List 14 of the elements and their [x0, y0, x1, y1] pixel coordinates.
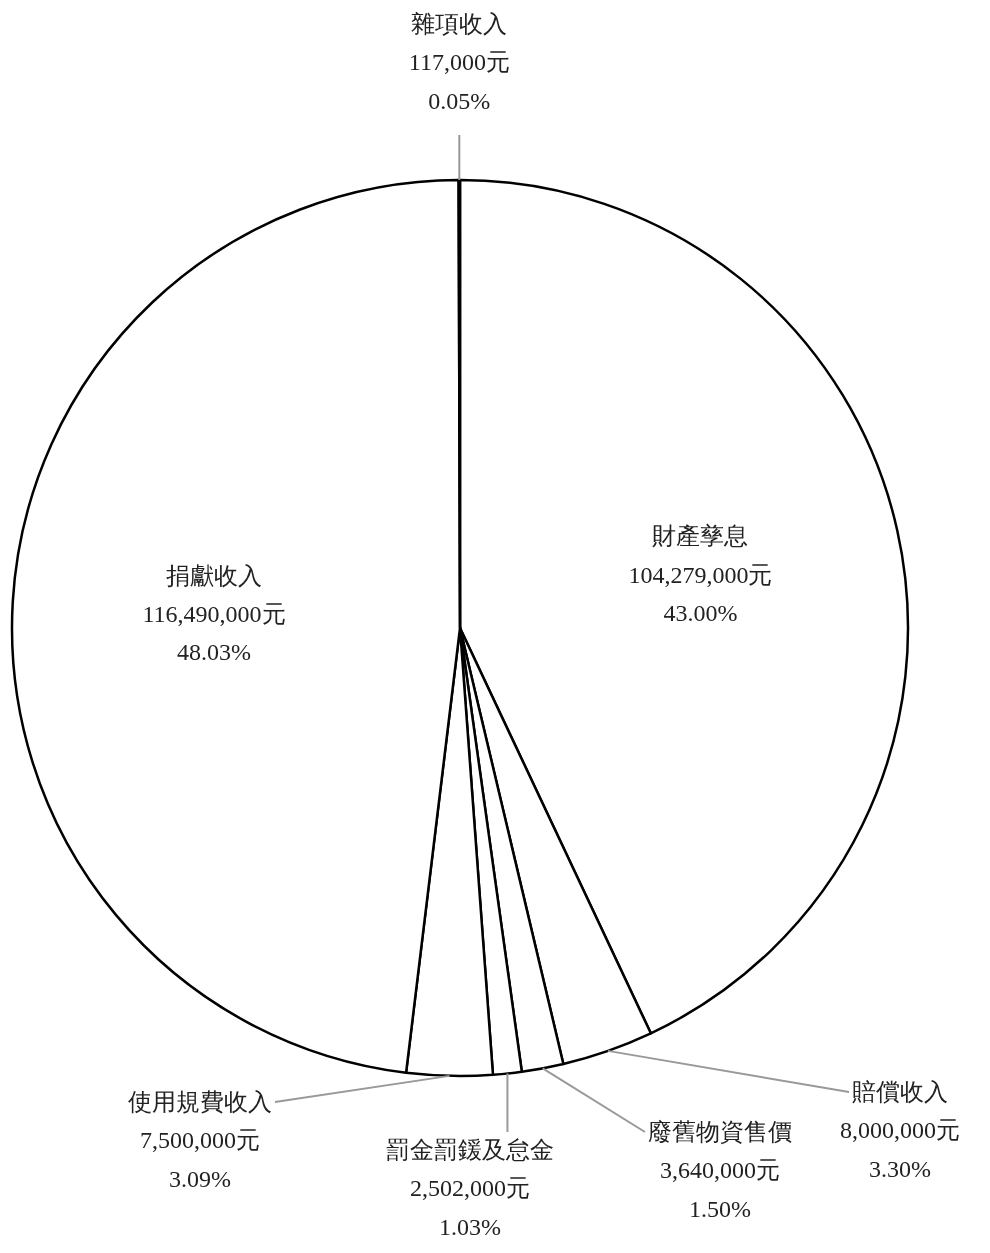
slice-label: 捐獻收入	[166, 562, 263, 589]
data-label: 117,000元 0.05%	[408, 49, 510, 114]
data-label: 3,640,000元 1.50%	[660, 1157, 780, 1222]
slice-label: 雜項收入	[411, 11, 508, 37]
slice-label: 賠償收入	[852, 1079, 948, 1105]
data-label: 2,502,000元 1.03%	[410, 1175, 530, 1240]
slice-label: 財產孳息	[652, 523, 749, 550]
slice-label: 廢舊物資售價	[648, 1119, 792, 1145]
slice-label: 使用規費收入	[128, 1089, 272, 1115]
slice-label: 罰金罰鍰及怠金	[386, 1137, 554, 1163]
data-label: 8,000,000元 3.30%	[840, 1117, 960, 1182]
data-label: 7,500,000元 3.09%	[140, 1127, 260, 1192]
data-label: 116,490,000元 48.03%	[142, 600, 286, 666]
data-label: 104,279,000元 43.00%	[628, 561, 773, 627]
